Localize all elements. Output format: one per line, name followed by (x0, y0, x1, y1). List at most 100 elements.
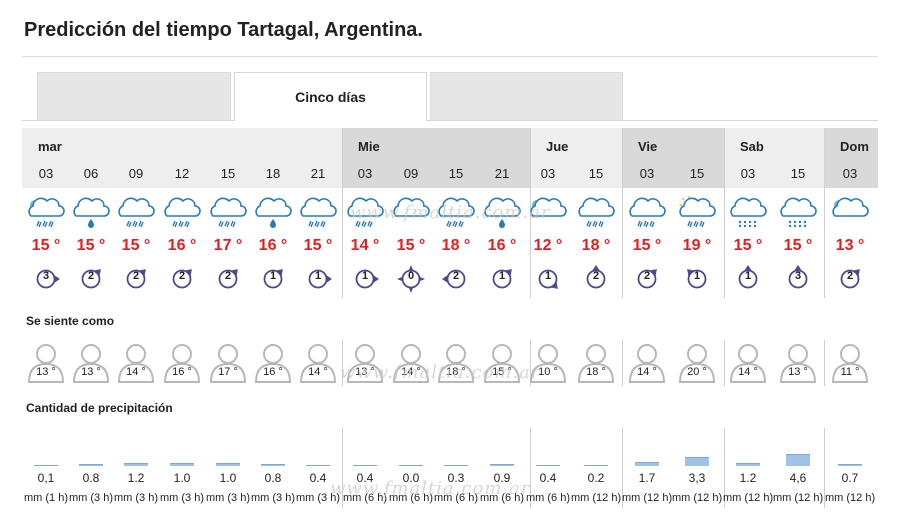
temperature-value: 15 ° (121, 237, 151, 254)
cloud-snow-icon (780, 197, 817, 228)
person-icon (392, 344, 430, 383)
wind-speed-value: 3 (42, 270, 50, 282)
feels-like-value: 16 ° (263, 366, 283, 378)
precipitation-unit: mm (1 h) (24, 492, 68, 504)
person-icon (299, 344, 337, 383)
feels-like-value: 11 ° (840, 366, 860, 378)
feels-like-value: 10 ° (538, 366, 558, 378)
precipitation-unit: mm (12 h) (571, 492, 622, 504)
wind-speed-value: 2 (643, 270, 651, 282)
cloud-rain-icon (438, 197, 475, 228)
day-separator (724, 428, 725, 508)
wind-speed-value: 1 (314, 270, 322, 282)
temperature-value: 14 ° (350, 237, 380, 254)
night-cloud-icon (530, 197, 567, 217)
tab-left[interactable] (37, 72, 231, 121)
wind-speed-value: 1 (498, 270, 506, 282)
precipitation-unit: mm (6 h) (526, 492, 570, 504)
temperature-value: 15 ° (31, 237, 61, 254)
precipitation-bar (79, 464, 103, 466)
feels-like-value: 15 ° (492, 366, 512, 378)
cloud-rain-icon (164, 197, 201, 228)
precipitation-unit: mm (3 h) (296, 492, 340, 504)
cloud-rain-icon (629, 197, 666, 228)
cloud-rain-icon (347, 197, 384, 228)
day-separator (622, 340, 623, 386)
wind-direction-icon (788, 265, 808, 289)
person-icon (72, 344, 110, 383)
precipitation-value: 1.2 (739, 471, 757, 485)
temperature-value: 16 ° (167, 237, 197, 254)
wind-direction-icon (126, 269, 146, 289)
hour-label: 21 (494, 166, 510, 181)
cloud-icon (393, 197, 430, 217)
night-cloud-icon (832, 197, 869, 217)
cloud-drizzle-icon (255, 197, 292, 228)
day-separator (824, 428, 825, 508)
person-icon (529, 344, 567, 383)
wind-speed-value: 1 (361, 270, 369, 282)
precipitation-unit: mm (6 h) (480, 492, 524, 504)
cloud-rain-icon (578, 197, 615, 228)
hour-label: 03 (540, 166, 556, 181)
wind-speed-value: 1 (269, 270, 277, 282)
precipitation-value: 0.0 (402, 471, 420, 485)
person-icon (209, 344, 247, 383)
day-name: mar (38, 139, 62, 154)
tab-right[interactable] (430, 72, 623, 121)
temperature-value: 15 ° (303, 237, 333, 254)
precipitation-unit: mm (3 h) (160, 492, 204, 504)
person-icon (483, 344, 521, 383)
person-icon (163, 344, 201, 383)
wind-direction-icon (442, 269, 466, 289)
day-separator (530, 428, 531, 508)
day-name: Jue (546, 139, 569, 154)
wind-direction-icon (840, 269, 860, 289)
precipitation-value: 0.8 (82, 471, 100, 485)
feels-like-value: 14 ° (126, 366, 146, 378)
wind-direction-icon (687, 269, 707, 289)
precipitation-bar (490, 464, 514, 466)
wind-speed-value: 1 (693, 270, 701, 282)
day-separator (530, 340, 531, 386)
feels-like-value: 13 ° (788, 366, 808, 378)
person-icon (577, 344, 615, 383)
temperature-value: 13 ° (835, 237, 865, 254)
wind-direction-icon (538, 269, 558, 289)
wind-speed-value: 2 (224, 270, 232, 282)
precipitation-bar (216, 463, 240, 466)
wind-speed-value: 0 (407, 270, 415, 282)
precipitation-value: 3,3 (688, 471, 706, 485)
temperature-value: 15 ° (396, 237, 426, 254)
wind-speed-value: 2 (846, 270, 854, 282)
temperature-value: 15 ° (733, 237, 763, 254)
day-name: Mie (358, 139, 380, 154)
wind-speed-value: 1 (744, 270, 752, 282)
wind-direction-icon (355, 269, 379, 289)
day-separator (724, 340, 725, 386)
temperature-value: 16 ° (487, 237, 517, 254)
temperature-value: 15 ° (632, 237, 662, 254)
wind-direction-icon (492, 269, 512, 289)
cloud-drizzle-icon (484, 197, 521, 228)
person-icon (678, 344, 716, 383)
feels-like-value: 14 ° (637, 366, 657, 378)
wind-direction-icon (308, 269, 332, 289)
precipitation-unit: mm (6 h) (434, 492, 478, 504)
precipitation-bar (399, 465, 423, 466)
wind-speed-value: 2 (87, 270, 95, 282)
temperature-value: 12 ° (533, 237, 563, 254)
tab-cinco-dias[interactable]: Cinco días (234, 72, 427, 121)
wind-speed-value: 3 (794, 270, 802, 282)
tab-divider (22, 120, 234, 121)
precipitation-bar (353, 465, 377, 466)
hour-label: 15 (790, 166, 806, 181)
hour-label: 03 (740, 166, 756, 181)
day-header-bg (22, 128, 342, 188)
cloud-rain-icon (210, 197, 247, 228)
hour-label: 15 (689, 166, 705, 181)
day-separator (622, 128, 623, 298)
temperature-value: 15 ° (76, 237, 106, 254)
day-name: Vie (638, 139, 658, 154)
hour-label: 09 (128, 166, 144, 181)
